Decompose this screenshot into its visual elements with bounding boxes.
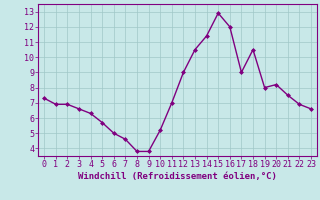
X-axis label: Windchill (Refroidissement éolien,°C): Windchill (Refroidissement éolien,°C) <box>78 172 277 181</box>
